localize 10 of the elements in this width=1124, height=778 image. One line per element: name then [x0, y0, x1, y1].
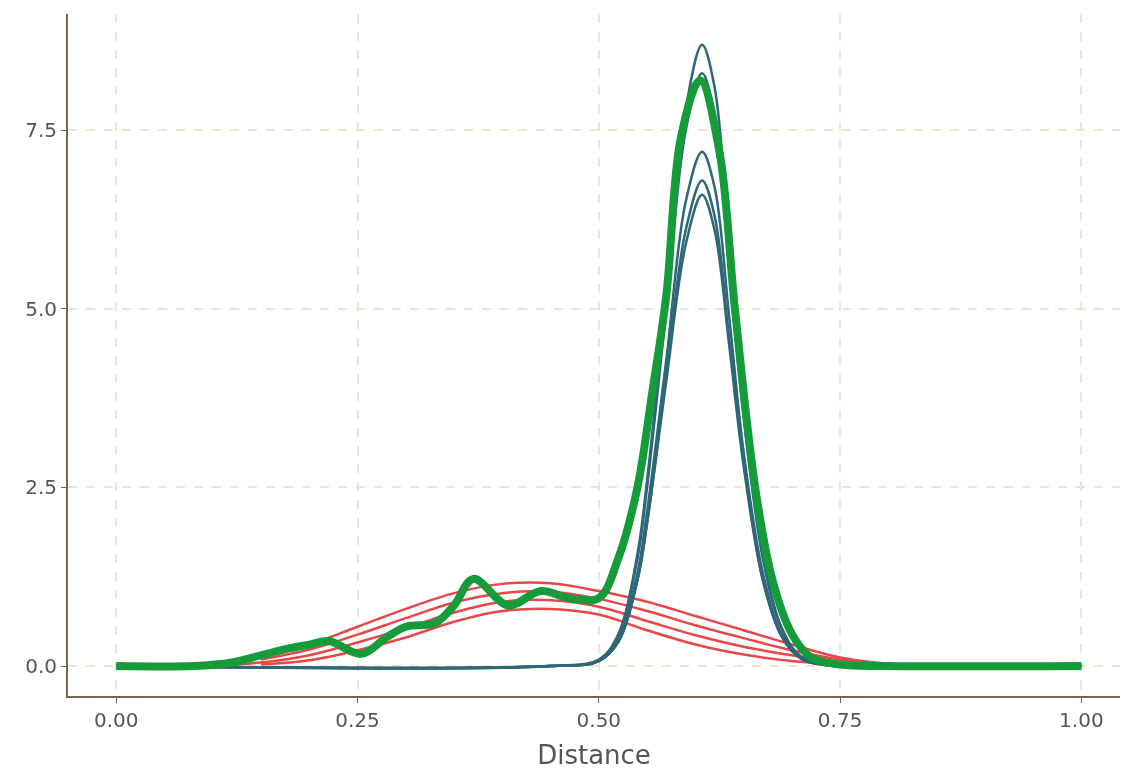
x-tick-label: 0.50: [576, 708, 622, 732]
y-tick-label: 7.5: [25, 118, 57, 143]
y-tick-label: 0.0: [25, 654, 57, 679]
x-tick-label: 1.00: [1059, 708, 1104, 732]
x-tick-label: 0.75: [817, 708, 863, 732]
x-tick-label: 0.25: [335, 708, 380, 732]
x-axis-title: Distance: [537, 740, 651, 771]
y-tick-label: 5.0: [25, 296, 57, 321]
y-tick-label: 2.5: [25, 475, 57, 500]
x-tick-label: 0.00: [93, 708, 139, 732]
